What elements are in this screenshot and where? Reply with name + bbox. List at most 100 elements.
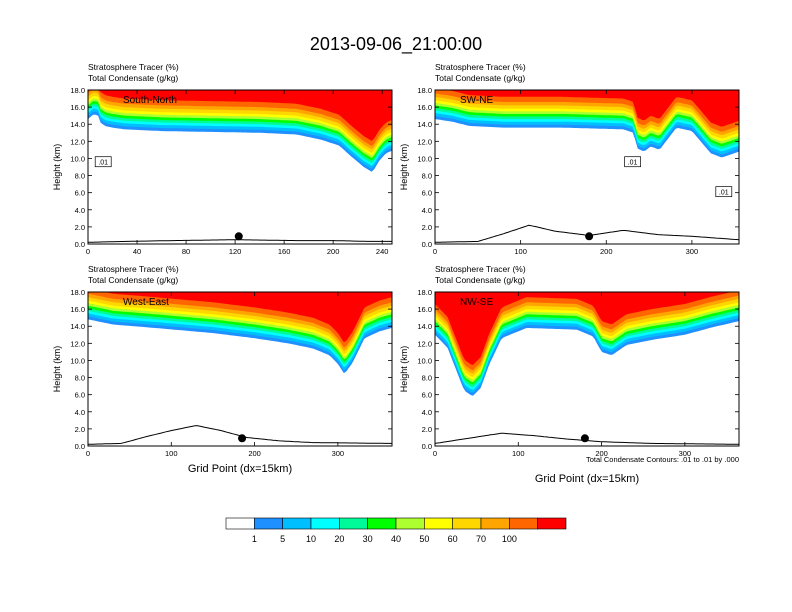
tracer-band-10 xyxy=(435,292,739,371)
colorbar-label: 5 xyxy=(280,534,285,544)
y-tick-label: 14.0 xyxy=(417,322,432,331)
panel-title-line: Stratosphere Tracer (%) xyxy=(435,62,526,72)
x-tick-label: 160 xyxy=(278,247,291,256)
y-tick-label: 2.0 xyxy=(422,425,432,434)
y-tick-label: 8.0 xyxy=(75,374,85,383)
y-tick-label: 10.0 xyxy=(70,154,85,163)
x-tick-label: 0 xyxy=(433,449,437,458)
y-tick-label: 8.0 xyxy=(422,172,432,181)
y-tick-label: 8.0 xyxy=(422,374,432,383)
x-tick-label: 80 xyxy=(182,247,190,256)
colorbar-swatch xyxy=(225,517,255,530)
panel-title-line: Stratosphere Tracer (%) xyxy=(88,264,179,274)
tracer-band-11 xyxy=(435,292,739,365)
y-tick-label: 6.0 xyxy=(75,391,85,400)
panel-title-line: Total Condensate (g/kg) xyxy=(88,275,178,285)
colorbar-swatch xyxy=(509,517,538,530)
y-tick-label: 12.0 xyxy=(417,137,432,146)
contour-label: .01 xyxy=(719,190,729,197)
location-marker xyxy=(234,232,243,241)
contour-label: .01 xyxy=(628,160,638,167)
y-tick-label: 8.0 xyxy=(75,172,85,181)
panel-title-line: Total Condensate (g/kg) xyxy=(435,73,525,83)
panel-nw-se: NW-SE Stratosphere Tracer (%)Total Conden… xyxy=(399,264,740,458)
contour-label: .01 xyxy=(98,160,108,167)
y-tick-label: 2.0 xyxy=(75,223,85,232)
y-tick-label: 18.0 xyxy=(417,288,432,297)
y-tick-label: 4.0 xyxy=(75,408,85,417)
x-tick-label: 0 xyxy=(86,247,90,256)
x-tick-label: 200 xyxy=(248,449,261,458)
location-marker xyxy=(238,434,247,443)
x-axis-label-west-east: Grid Point (dx=15km) xyxy=(188,463,292,475)
colorbar-swatch xyxy=(452,517,482,530)
x-tick-label: 300 xyxy=(679,449,692,458)
y-tick-label: 12.0 xyxy=(417,339,432,348)
colorbar-swatch xyxy=(480,517,510,530)
panel-title-line: Stratosphere Tracer (%) xyxy=(88,62,179,72)
contour-label-box xyxy=(94,156,112,168)
colorbar-label: 1 xyxy=(252,534,257,544)
y-tick-label: 16.0 xyxy=(417,305,432,314)
contour-label-box xyxy=(715,186,733,198)
y-tick-label: 6.0 xyxy=(422,391,432,400)
tracer-band-11 xyxy=(88,292,392,343)
y-tick-label: 2.0 xyxy=(75,425,85,434)
colorbar-swatch xyxy=(339,517,368,530)
y-tick-label: 10.0 xyxy=(417,356,432,365)
colorbar-swatch xyxy=(310,517,340,530)
x-tick-label: 0 xyxy=(86,449,90,458)
y-axis-label: Height (km) xyxy=(52,144,62,191)
x-tick-label: 200 xyxy=(327,247,340,256)
panel-west-east: West-East Stratosphere Tracer (%)Total Co… xyxy=(52,264,393,458)
colorbar-swatch xyxy=(537,517,567,530)
y-tick-label: 4.0 xyxy=(75,206,85,215)
y-tick-label: 10.0 xyxy=(70,356,85,365)
x-tick-label: 120 xyxy=(229,247,242,256)
y-tick-label: 16.0 xyxy=(70,103,85,112)
x-tick-label: 100 xyxy=(512,449,525,458)
y-tick-label: 6.0 xyxy=(422,189,432,198)
contour-label-box xyxy=(624,156,641,168)
colorbar-label: 60 xyxy=(448,534,458,544)
y-axis-label: Height (km) xyxy=(399,144,409,191)
y-tick-label: 0.0 xyxy=(422,442,432,451)
y-tick-label: 12.0 xyxy=(70,137,85,146)
colorbar-swatch xyxy=(395,517,425,530)
y-tick-label: 0.0 xyxy=(75,442,85,451)
x-tick-label: 100 xyxy=(514,247,527,256)
y-tick-label: 0.0 xyxy=(75,240,85,249)
colorbar-label: 20 xyxy=(334,534,344,544)
colorbar-label: 70 xyxy=(476,534,486,544)
y-tick-label: 16.0 xyxy=(417,103,432,112)
colorbar-swatch xyxy=(424,517,453,530)
y-tick-label: 18.0 xyxy=(417,86,432,95)
y-tick-label: 14.0 xyxy=(417,120,432,129)
figure-title: 2013-09-06_21:00:00 xyxy=(310,34,482,55)
panel-title-line: Total Condensate (g/kg) xyxy=(88,73,178,83)
y-tick-label: 16.0 xyxy=(70,305,85,314)
panel-label: South-North xyxy=(123,95,177,106)
colorbar-label: 40 xyxy=(391,534,401,544)
colorbar-label: 100 xyxy=(502,534,517,544)
y-tick-label: 12.0 xyxy=(70,339,85,348)
panel-title-line: Total Condensate (g/kg) xyxy=(435,275,525,285)
colorbar-swatch xyxy=(282,517,312,530)
y-tick-label: 2.0 xyxy=(422,223,432,232)
x-axis-label-nw-se: Grid Point (dx=15km) xyxy=(535,473,639,485)
y-tick-label: 0.0 xyxy=(422,240,432,249)
colorbar-swatch xyxy=(254,517,283,530)
y-tick-label: 4.0 xyxy=(422,206,432,215)
colorbar-label: 30 xyxy=(363,534,373,544)
x-tick-label: 40 xyxy=(133,247,141,256)
y-tick-label: 18.0 xyxy=(70,86,85,95)
colorbar-swatch xyxy=(367,517,397,530)
location-marker xyxy=(585,232,594,241)
contour-footnote: Total Condensate Contours: .01 to .01 by… xyxy=(586,455,739,464)
x-tick-label: 100 xyxy=(165,449,178,458)
y-tick-label: 6.0 xyxy=(75,189,85,198)
plot-frame xyxy=(434,89,740,245)
panel-title-line: Stratosphere Tracer (%) xyxy=(435,264,526,274)
